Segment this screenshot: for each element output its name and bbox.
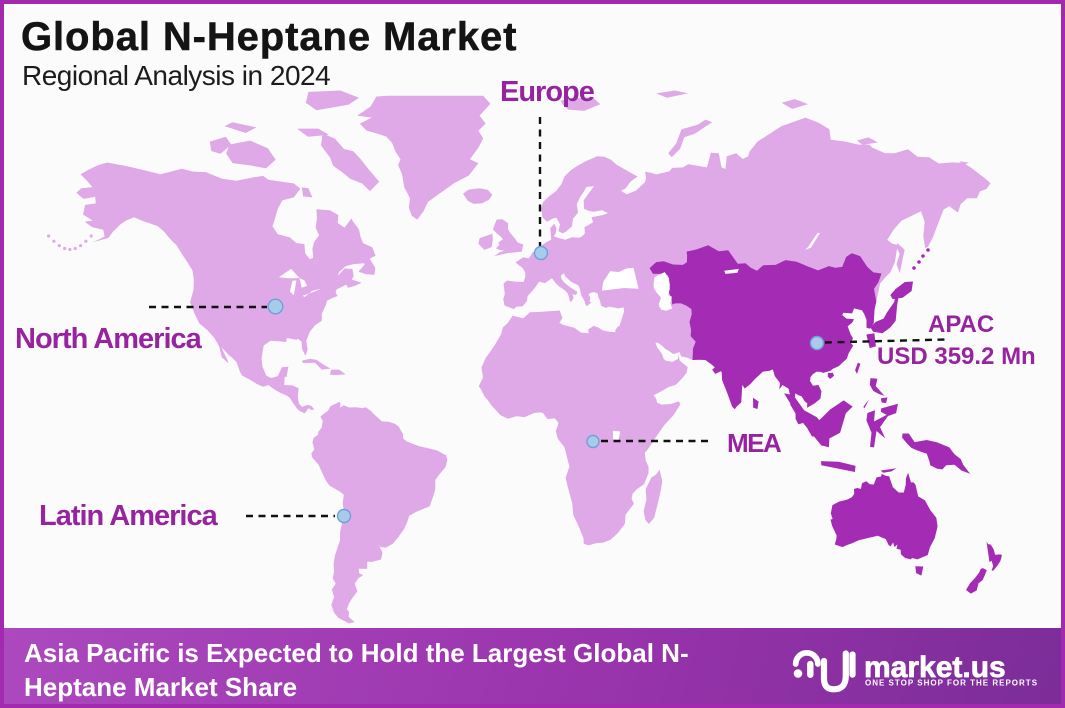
svg-text:ONE STOP SHOP FOR THE REPORTS: ONE STOP SHOP FOR THE REPORTS: [865, 679, 1038, 688]
svg-text:market.us: market.us: [864, 651, 1006, 684]
